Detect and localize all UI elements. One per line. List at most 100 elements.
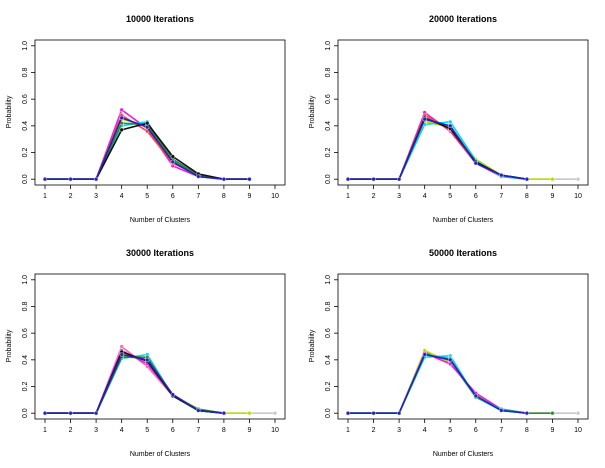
y-tick-label: 0.8 <box>22 68 29 78</box>
chart-title: 50000 Iterations <box>429 248 497 258</box>
x-tick-label: 9 <box>247 193 251 200</box>
x-tick-label: 2 <box>69 193 73 200</box>
x-tick-label: 1 <box>346 427 350 434</box>
data-point <box>119 115 124 120</box>
plot-frame <box>34 39 286 186</box>
series-line-run-1 <box>348 352 578 415</box>
series-line-run-6 <box>45 356 225 415</box>
x-tick-label: 6 <box>474 427 478 434</box>
data-point <box>499 173 504 178</box>
y-tick-label: 0.6 <box>22 328 29 338</box>
data-point <box>145 357 150 362</box>
series-line-run-7 <box>348 353 527 415</box>
x-tick-label: 9 <box>550 193 554 200</box>
x-tick-label: 10 <box>574 427 582 434</box>
data-point <box>170 154 175 159</box>
x-axis-label: Number of Clusters <box>130 217 191 224</box>
data-point <box>422 117 427 122</box>
series-line-run-4 <box>45 349 224 415</box>
series-line-run-6 <box>348 353 528 415</box>
plot-frame <box>337 273 589 420</box>
x-tick-label: 7 <box>499 193 503 200</box>
data-point <box>371 177 376 182</box>
y-tick-label: 0.6 <box>22 94 29 104</box>
x-tick-label: 6 <box>474 193 478 200</box>
y-tick-label: 0.6 <box>325 94 332 104</box>
x-tick-label: 10 <box>271 427 279 434</box>
y-tick-label: 1.0 <box>325 41 332 51</box>
data-point <box>221 177 226 182</box>
data-point <box>499 408 504 413</box>
panel-20000-iterations: 20000 Iterations Number of Clusters Prob… <box>309 14 589 224</box>
x-tick-label: 4 <box>423 193 427 200</box>
x-axis-label: Number of Clusters <box>433 217 494 224</box>
x-tick-label: 1 <box>43 193 47 200</box>
data-point <box>119 107 124 112</box>
data-point <box>550 411 555 416</box>
y-axis-label: Probability <box>309 329 316 362</box>
series-line-run-8 <box>45 353 224 415</box>
data-point <box>272 411 278 416</box>
data-point <box>145 129 150 134</box>
data-point <box>119 344 124 349</box>
y-tick-label: 1.0 <box>22 41 29 51</box>
data-point <box>247 177 252 182</box>
x-tick-label: 7 <box>196 193 200 200</box>
data-point <box>550 177 555 182</box>
chart-title: 30000 Iterations <box>126 248 194 258</box>
y-tick-label: 0.2 <box>22 382 29 392</box>
x-tick-label: 5 <box>145 427 149 434</box>
y-tick-label: 0.8 <box>325 68 332 78</box>
y-tick-label: 0.0 <box>325 174 332 184</box>
data-point <box>448 119 453 124</box>
data-point <box>524 411 529 416</box>
data-point <box>94 177 99 182</box>
series-line-run-1 <box>45 353 275 415</box>
data-point <box>422 352 427 357</box>
y-tick-label: 0.8 <box>325 302 332 312</box>
series-line-run-3 <box>348 349 527 415</box>
y-tick-label: 0.0 <box>22 174 29 184</box>
data-point <box>575 411 581 416</box>
y-tick-label: 1.0 <box>325 275 332 285</box>
data-point <box>145 125 150 130</box>
data-point <box>397 177 402 182</box>
x-tick-label: 5 <box>448 427 452 434</box>
x-tick-label: 1 <box>43 427 47 434</box>
series-line-run-5 <box>348 121 527 180</box>
x-tick-label: 8 <box>525 427 529 434</box>
plot-frame <box>337 39 589 186</box>
data-point <box>170 159 175 164</box>
x-tick-label: 2 <box>372 427 376 434</box>
x-tick-label: 2 <box>69 427 73 434</box>
x-tick-label: 5 <box>448 193 452 200</box>
x-tick-label: 3 <box>397 427 401 434</box>
y-axis-label: Probability <box>309 95 316 128</box>
x-tick-label: 3 <box>94 427 98 434</box>
x-tick-label: 8 <box>222 193 226 200</box>
x-tick-label: 4 <box>120 427 124 434</box>
data-point <box>473 161 478 166</box>
data-point <box>196 174 201 179</box>
y-tick-label: 0.2 <box>325 382 332 392</box>
y-tick-label: 0.0 <box>22 408 29 418</box>
x-tick-label: 5 <box>145 193 149 200</box>
series-line-run-5 <box>45 353 224 415</box>
y-tick-label: 0.2 <box>325 148 332 158</box>
data-point <box>247 411 252 416</box>
x-tick-label: 10 <box>574 193 582 200</box>
y-axis-label: Probability <box>6 329 13 362</box>
x-tick-label: 2 <box>372 193 376 200</box>
data-point <box>473 393 478 398</box>
y-tick-label: 0.4 <box>22 121 29 131</box>
data-point <box>345 411 351 416</box>
x-tick-label: 10 <box>271 193 279 200</box>
panel-10000-iterations: 10000 Iterations Number of Clusters Prob… <box>6 14 286 224</box>
y-tick-label: 1.0 <box>22 275 29 285</box>
series-line-run-4 <box>348 352 528 415</box>
y-tick-label: 0.4 <box>22 355 29 365</box>
y-tick-label: 0.4 <box>325 355 332 365</box>
data-point <box>371 411 376 416</box>
x-axis-label: Number of Clusters <box>130 451 191 458</box>
